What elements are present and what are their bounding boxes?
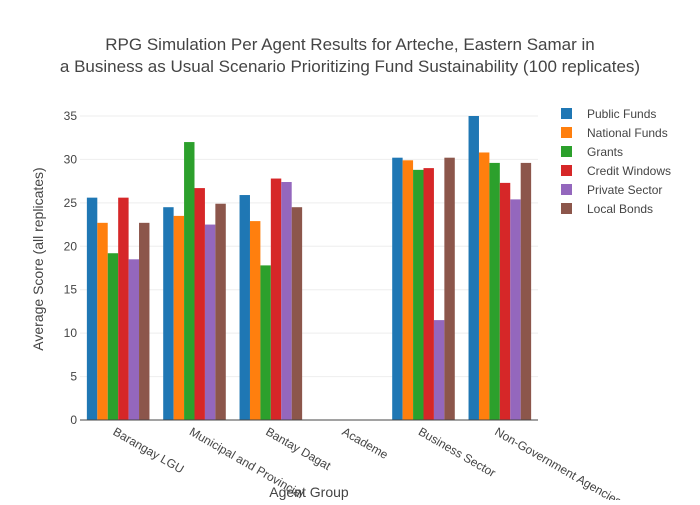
bar xyxy=(520,162,532,420)
legend: Public Funds National Funds Grants Credit W… xyxy=(561,107,671,216)
bar xyxy=(413,169,424,420)
bar xyxy=(444,157,455,420)
y-tick-label: 15 xyxy=(64,283,78,297)
legend-swatch xyxy=(561,127,572,138)
bar xyxy=(163,207,174,420)
bar xyxy=(173,215,185,420)
y-tick-label: 35 xyxy=(64,109,78,123)
bar xyxy=(281,182,292,420)
bar xyxy=(392,157,403,420)
bar xyxy=(423,168,434,420)
bar xyxy=(97,222,108,420)
bar xyxy=(239,195,250,420)
y-axis-ticks: 0 5 10 15 20 25 30 35 xyxy=(64,109,78,427)
legend-label: Public Funds xyxy=(587,107,656,121)
bar xyxy=(194,188,205,420)
y-tick-label: 25 xyxy=(64,196,78,210)
legend-swatch xyxy=(561,165,572,176)
bar xyxy=(118,197,129,420)
bar xyxy=(270,178,282,420)
bar xyxy=(107,253,119,420)
legend-label: National Funds xyxy=(587,126,668,140)
bar xyxy=(260,265,271,420)
bar xyxy=(510,199,521,420)
chart-title-line1: RPG Simulation Per Agent Results for Art… xyxy=(105,35,594,54)
bar xyxy=(478,152,490,421)
x-axis-ticks: Barangay LGU Municipal and ProvincialBant… xyxy=(111,424,624,505)
legend-label: Credit Windows xyxy=(587,164,671,178)
legend-swatch xyxy=(561,146,572,157)
x-axis-label: Agent Group xyxy=(269,484,349,500)
bar xyxy=(249,221,261,420)
y-tick-label: 0 xyxy=(70,413,77,427)
x-tick-label: Barangay LGU xyxy=(111,424,187,476)
bar xyxy=(139,222,150,420)
bar xyxy=(468,116,479,420)
y-tick-label: 20 xyxy=(64,239,78,253)
x-tick-label: Bantay Dagat xyxy=(263,424,334,473)
x-tick-label: Business Sector xyxy=(416,424,498,479)
x-tick-label: Non-Government Agencies xyxy=(492,424,624,500)
bar xyxy=(291,207,303,420)
bar xyxy=(489,162,500,420)
y-axis-label: Average Score (all replicates) xyxy=(30,167,46,350)
bar xyxy=(128,259,140,420)
y-tick-label: 10 xyxy=(64,326,78,340)
legend-label: Local Bonds xyxy=(587,202,653,216)
y-tick-label: 5 xyxy=(70,370,77,384)
bar xyxy=(402,160,414,421)
legend-swatch xyxy=(561,203,572,214)
legend-label: Grants xyxy=(587,145,623,159)
legend-label: Private Sector xyxy=(587,183,662,197)
y-tick-label: 30 xyxy=(64,152,78,166)
legend-swatch xyxy=(561,108,572,119)
x-tick-label: Academe xyxy=(340,424,391,462)
gridlines xyxy=(80,115,538,378)
bar xyxy=(86,197,98,420)
bar xyxy=(215,203,226,420)
bar xyxy=(499,182,511,420)
bar xyxy=(184,142,195,420)
bars xyxy=(86,116,532,421)
bar xyxy=(204,224,216,420)
bar xyxy=(433,320,445,420)
chart-title-line2: a Business as Usual Scenario Prioritizin… xyxy=(60,57,640,76)
legend-swatch xyxy=(561,184,572,195)
